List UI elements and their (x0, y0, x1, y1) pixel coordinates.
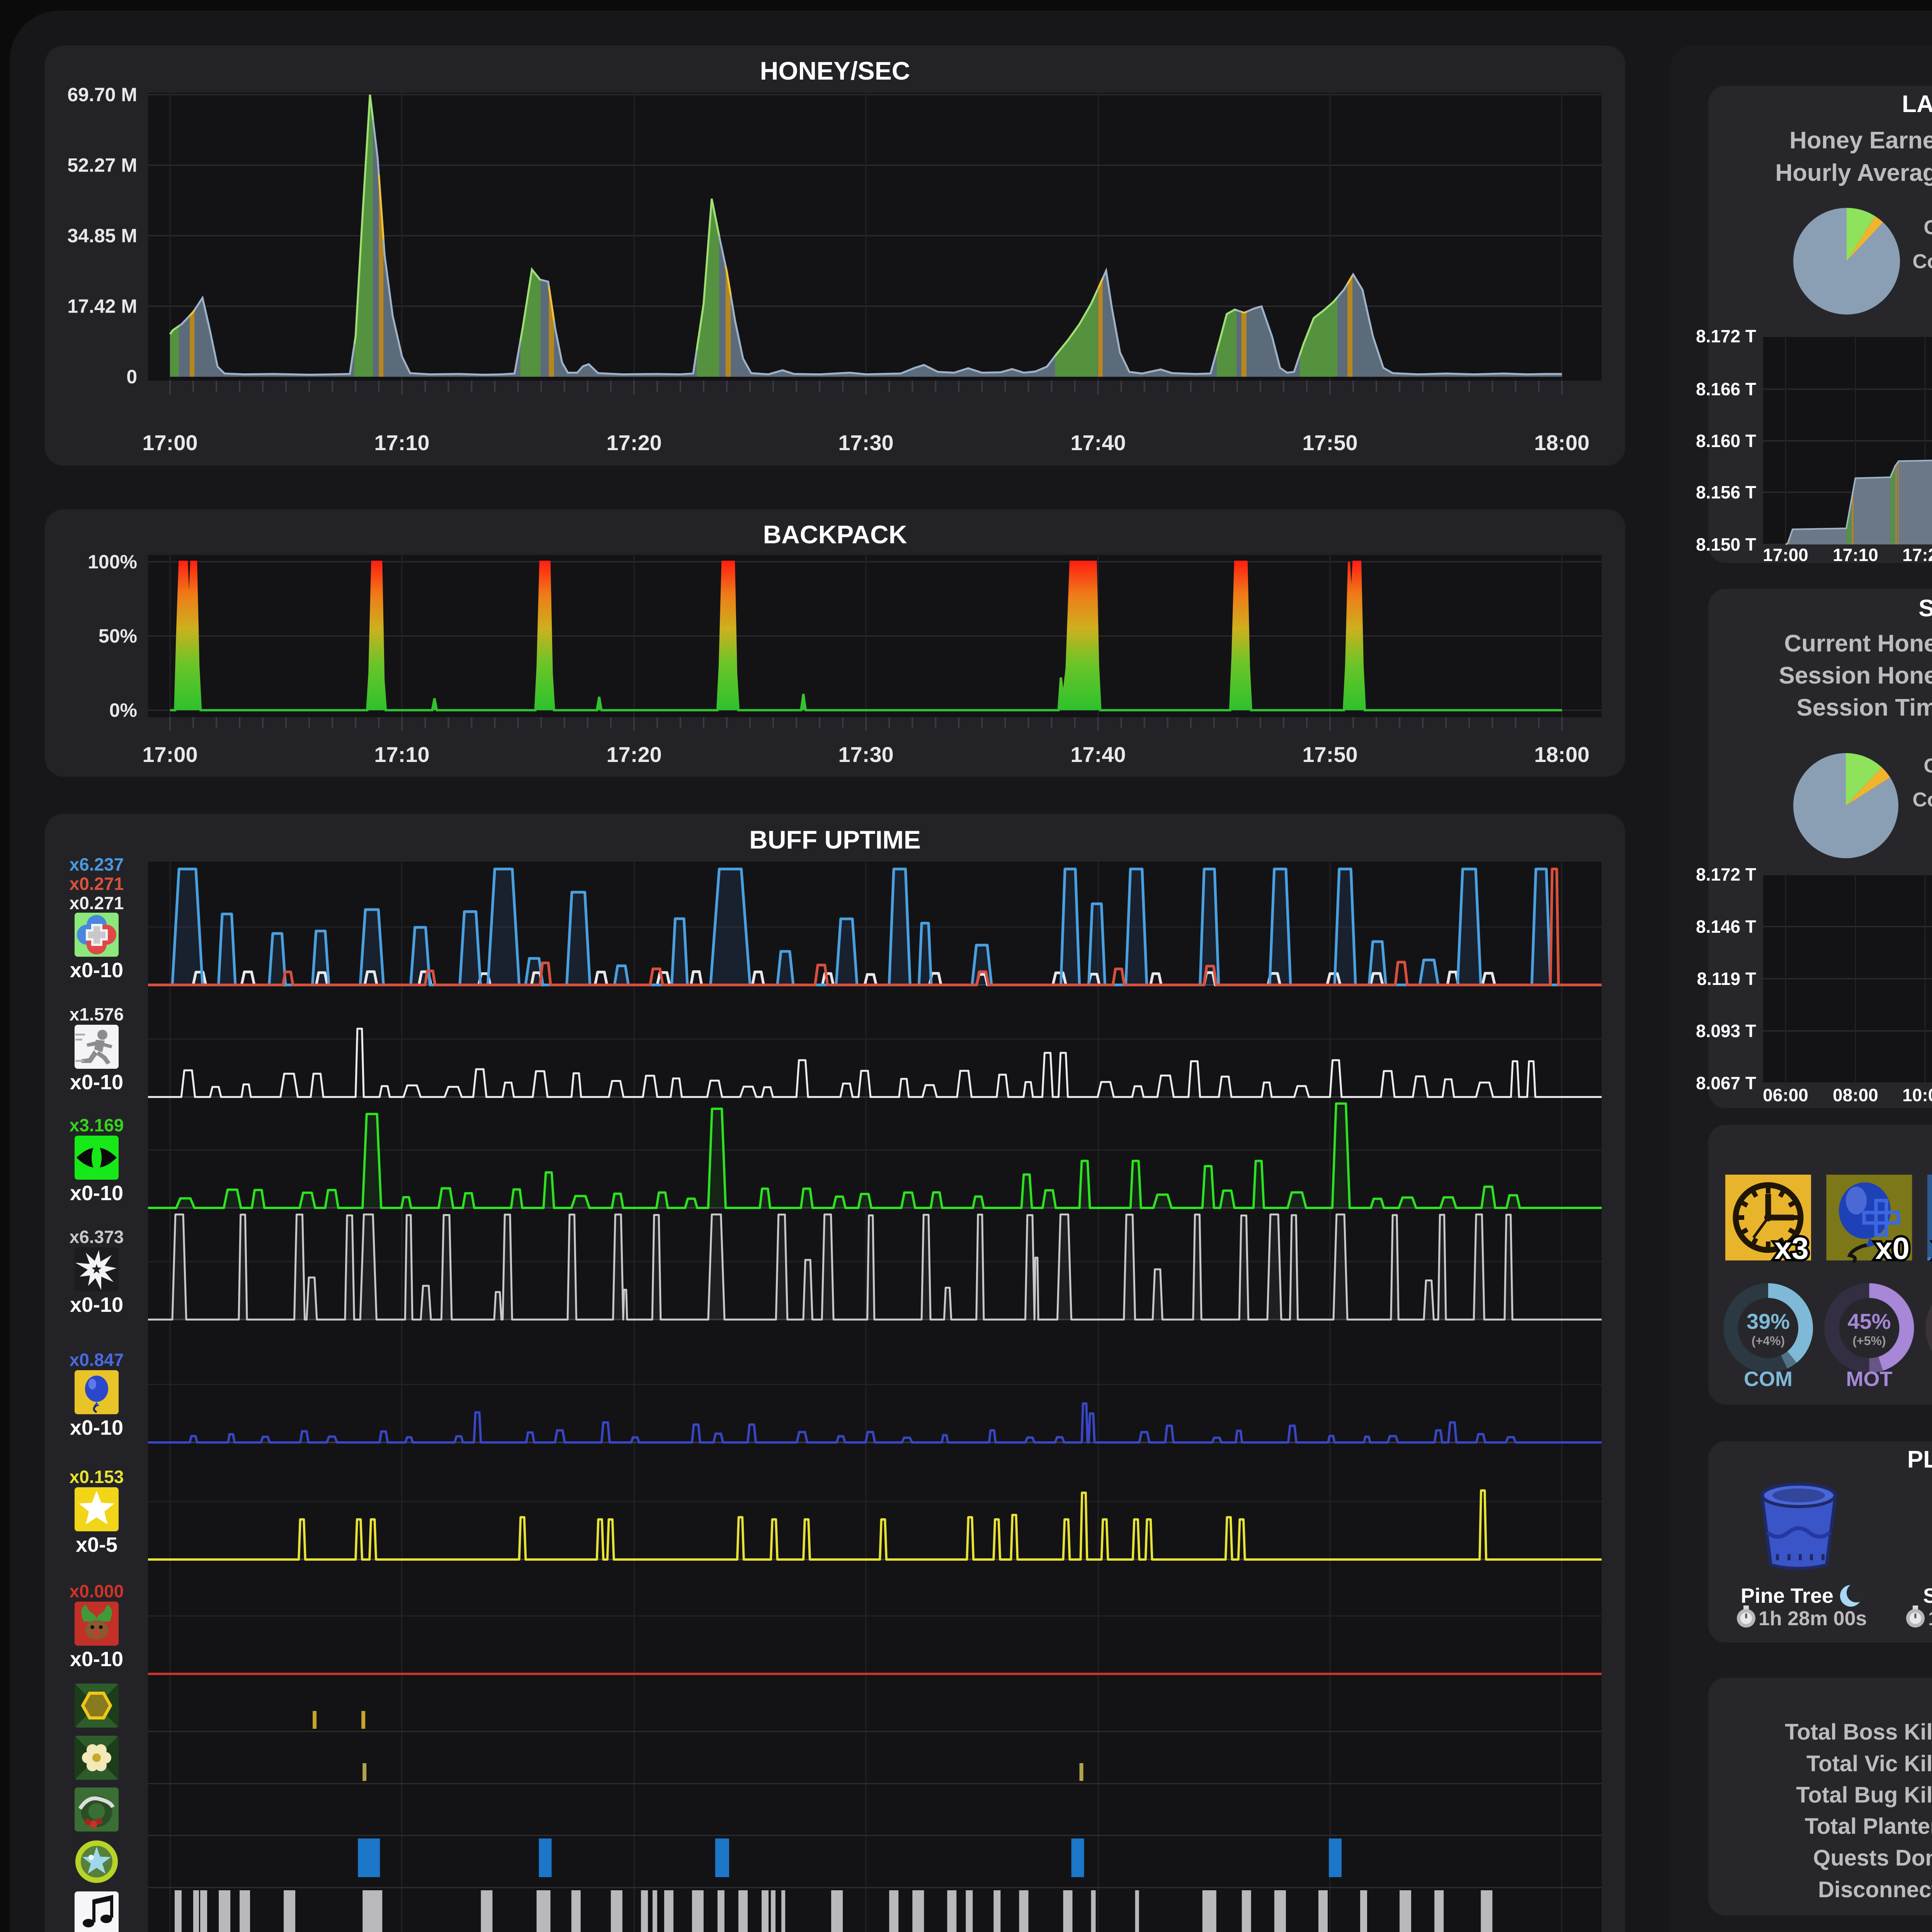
svg-text:Current Honey: Current Honey (1784, 630, 1932, 657)
svg-text:17:20: 17:20 (1902, 545, 1932, 565)
svg-text:8.146 T: 8.146 T (1696, 917, 1756, 937)
svg-text:8.166 T: 8.166 T (1696, 379, 1756, 399)
svg-text:17:30: 17:30 (838, 430, 893, 455)
svg-text:17.42 M: 17.42 M (67, 296, 137, 317)
svg-text:34.85 M: 34.85 M (67, 225, 137, 247)
svg-text:x0-10: x0-10 (70, 1293, 123, 1316)
svg-text:8.156 T: 8.156 T (1696, 482, 1756, 502)
svg-text:69.70 M: 69.70 M (67, 84, 137, 105)
svg-text:BACKPACK: BACKPACK (763, 520, 907, 549)
svg-text:17:50: 17:50 (1302, 742, 1357, 767)
svg-text:17:40: 17:40 (1070, 742, 1126, 767)
svg-text:x0: x0 (1875, 1231, 1910, 1265)
svg-text:x6.237: x6.237 (70, 854, 124, 874)
svg-text:x6.373: x6.373 (70, 1227, 124, 1247)
svg-text:x0-10: x0-10 (70, 959, 123, 982)
svg-text:Convert: Convert (1913, 789, 1932, 811)
svg-text:0%: 0% (109, 699, 137, 721)
svg-text:1h 28m 00s: 1h 28m 00s (1759, 1607, 1867, 1630)
svg-text:17:00: 17:00 (142, 430, 197, 455)
svg-text:8.093 T: 8.093 T (1696, 1021, 1756, 1041)
svg-text:1h 28m 00s: 1h 28m 00s (1928, 1607, 1932, 1630)
svg-text:10:00: 10:00 (1902, 1085, 1932, 1105)
svg-text:HONEY/SEC: HONEY/SEC (760, 56, 910, 85)
svg-text:06:00: 06:00 (1763, 1085, 1808, 1105)
svg-text:17:00: 17:00 (1763, 545, 1808, 565)
svg-text:x0-10: x0-10 (70, 1071, 123, 1094)
svg-text:8.119 T: 8.119 T (1697, 969, 1756, 989)
svg-text:8.172 T: 8.172 T (1696, 326, 1756, 346)
svg-text:x0.271: x0.271 (70, 893, 124, 913)
svg-text:Total Vic Kills: Total Vic Kills (1806, 1751, 1932, 1776)
svg-text:17:40: 17:40 (1070, 430, 1126, 455)
svg-text:45%: 45% (1847, 1309, 1891, 1333)
svg-text:Disconnects: Disconnects (1818, 1877, 1932, 1902)
svg-text:x0-5: x0-5 (76, 1533, 117, 1556)
svg-text:Gather: Gather (1923, 755, 1932, 777)
svg-text:x1.576: x1.576 (70, 1004, 124, 1024)
svg-text:x0.153: x0.153 (70, 1467, 124, 1487)
svg-text:17:10: 17:10 (374, 742, 429, 767)
svg-text:Hourly Average: Hourly Average (1775, 160, 1932, 186)
svg-text:8.150 T: 8.150 T (1696, 534, 1756, 554)
svg-text:52.27 M: 52.27 M (67, 155, 137, 176)
svg-text:PLANTERS: PLANTERS (1907, 1446, 1932, 1473)
svg-text:x0.000: x0.000 (70, 1581, 124, 1601)
svg-text:17:50: 17:50 (1302, 430, 1357, 455)
svg-text:Pine Tree: Pine Tree (1741, 1584, 1833, 1607)
svg-text:17:20: 17:20 (606, 742, 662, 767)
svg-text:x3: x3 (1774, 1231, 1809, 1265)
svg-text:Quests Done: Quests Done (1813, 1845, 1932, 1871)
svg-text:(+5%): (+5%) (1852, 1334, 1886, 1348)
svg-text:17:30: 17:30 (838, 742, 893, 767)
svg-text:x3.169: x3.169 (70, 1115, 124, 1135)
svg-text:17:00: 17:00 (142, 742, 197, 767)
svg-text:x0-10: x0-10 (70, 1648, 123, 1671)
svg-text:8.160 T: 8.160 T (1696, 431, 1756, 451)
svg-text:8.172 T: 8.172 T (1696, 864, 1756, 884)
svg-text:8.067 T: 8.067 T (1696, 1073, 1756, 1093)
svg-text:100%: 100% (88, 551, 137, 573)
svg-text:0: 0 (126, 366, 137, 388)
svg-text:18:00: 18:00 (1534, 430, 1589, 455)
svg-text:x0-10: x0-10 (70, 1182, 123, 1205)
svg-text:Session Time: Session Time (1796, 694, 1932, 721)
svg-text:Session Honey: Session Honey (1779, 662, 1932, 689)
svg-text:BUFF UPTIME: BUFF UPTIME (749, 825, 921, 854)
svg-text:(+4%): (+4%) (1752, 1334, 1785, 1348)
svg-text:x0.847: x0.847 (70, 1350, 124, 1370)
svg-text:LAST HOUR: LAST HOUR (1902, 91, 1932, 117)
svg-text:Honey Earned: Honey Earned (1789, 127, 1932, 154)
svg-text:x0.271: x0.271 (70, 874, 124, 894)
svg-text:Spider: Spider (1923, 1584, 1932, 1607)
svg-text:50%: 50% (99, 625, 137, 647)
svg-text:SESSION: SESSION (1918, 595, 1932, 622)
svg-text:COM: COM (1744, 1367, 1793, 1391)
svg-text:39%: 39% (1747, 1309, 1790, 1333)
svg-text:MOT: MOT (1846, 1367, 1893, 1391)
svg-text:Gather: Gather (1923, 216, 1932, 239)
svg-text:18:00: 18:00 (1534, 742, 1589, 767)
svg-text:Total Bug Kills: Total Bug Kills (1796, 1782, 1932, 1808)
svg-text:08:00: 08:00 (1833, 1085, 1878, 1105)
svg-text:Total Planters: Total Planters (1805, 1814, 1932, 1839)
svg-text:Convert: Convert (1913, 250, 1932, 273)
svg-text:x0-10: x0-10 (70, 1416, 123, 1439)
svg-text:17:10: 17:10 (1833, 545, 1878, 565)
svg-text:Total Boss Kills: Total Boss Kills (1785, 1719, 1932, 1745)
svg-text:17:10: 17:10 (374, 430, 429, 455)
svg-text:17:20: 17:20 (606, 430, 662, 455)
